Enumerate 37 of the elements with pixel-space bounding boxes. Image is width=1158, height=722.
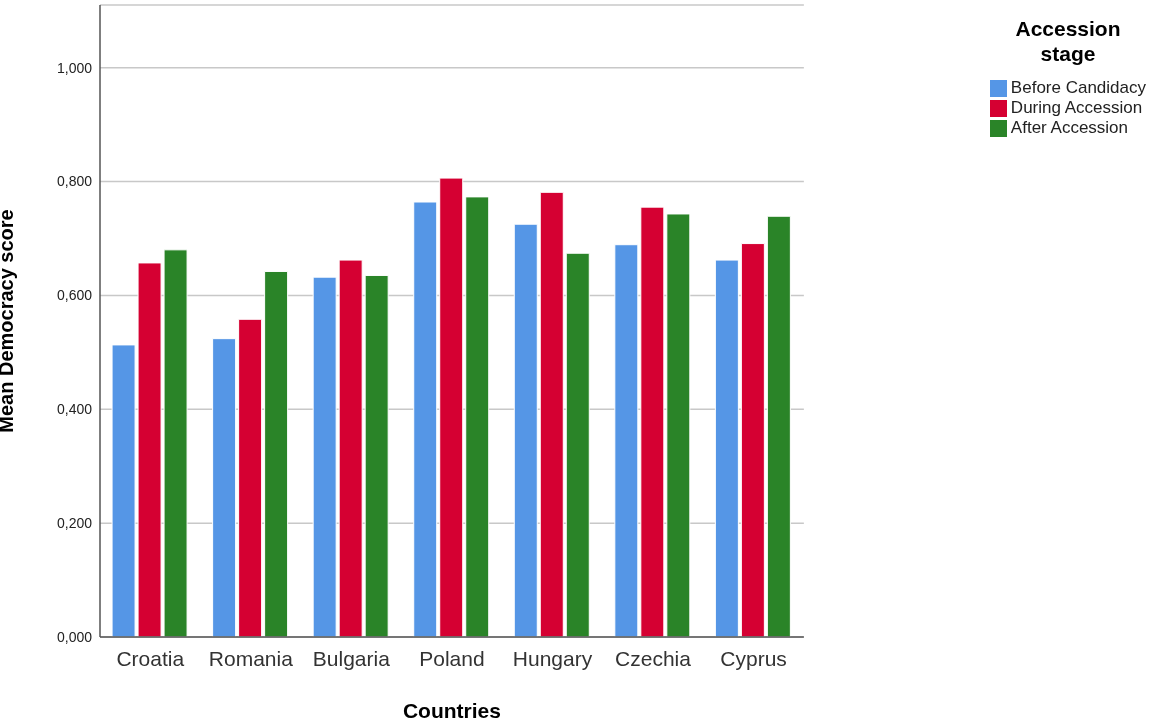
x-tick-label: Romania <box>208 646 294 670</box>
x-tick-label: Croatia <box>116 646 185 670</box>
bar <box>714 259 739 637</box>
x-tick-label: Czechia <box>615 646 692 670</box>
y-tick-label: 0,000 <box>56 628 93 645</box>
bar <box>740 243 765 637</box>
x-axis-title: Countries <box>402 699 501 722</box>
bar <box>513 223 538 637</box>
bar <box>465 196 490 637</box>
bar <box>413 201 438 637</box>
bar <box>338 259 363 637</box>
legend-label: After Accession <box>1010 118 1129 137</box>
y-tick-label: 0,600 <box>56 287 93 304</box>
x-tick-label: Cyprus <box>720 646 787 670</box>
legend-label: During Accession <box>1010 98 1143 117</box>
y-tick-label: 1,000 <box>56 59 93 76</box>
bar <box>539 191 564 637</box>
bar <box>565 252 590 637</box>
bar <box>666 213 691 637</box>
bar <box>238 318 263 637</box>
bar <box>439 177 464 637</box>
x-tick-label: Bulgaria <box>312 646 391 670</box>
x-tick-label: Hungary <box>512 646 593 670</box>
y-tick-label: 0,400 <box>56 401 93 418</box>
bar <box>766 215 791 637</box>
bar <box>364 274 389 637</box>
y-tick-label: 0,200 <box>56 515 93 532</box>
bar <box>264 270 289 637</box>
bar <box>212 338 237 637</box>
bar <box>640 206 665 637</box>
bar <box>312 276 337 637</box>
legend-label: Before Candidacy <box>1010 78 1146 97</box>
x-tick-label: Poland <box>419 646 485 670</box>
bar <box>614 244 639 637</box>
y-tick-label: 0,800 <box>56 173 93 190</box>
legend-title: Accession stage <box>1014 16 1122 66</box>
y-axis-title: Mean Democracy score <box>0 209 18 433</box>
